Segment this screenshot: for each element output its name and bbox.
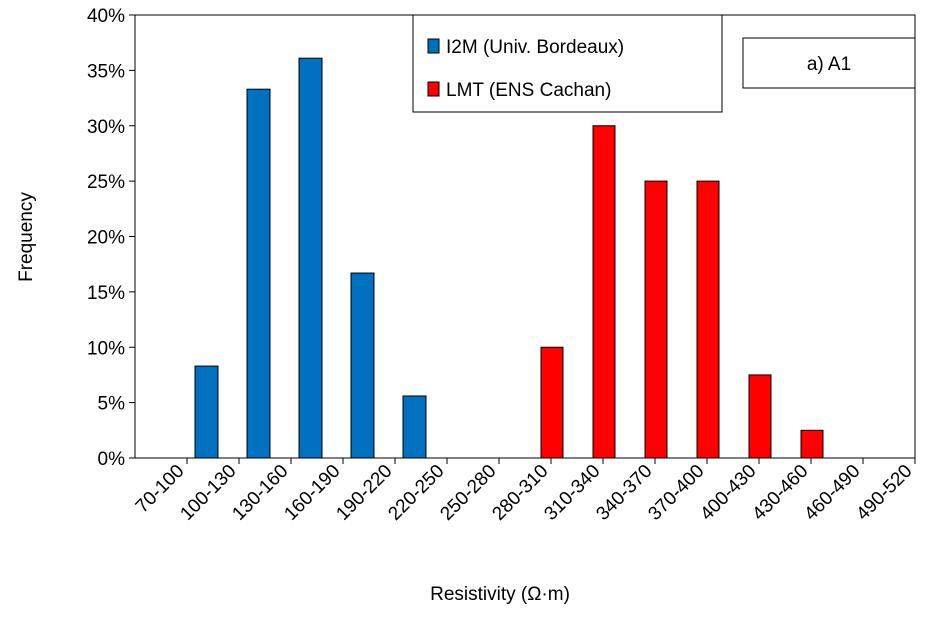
bar [402, 395, 427, 459]
y-axis-title: Frequency [16, 192, 37, 282]
bar [246, 88, 271, 459]
x-tick-label: 460-490 [800, 461, 864, 525]
bar [748, 374, 772, 459]
legend-label: LMT (ENS Cachan) [446, 80, 611, 101]
y-tick-label: 25% [87, 172, 125, 193]
y-tick-label: 5% [98, 394, 126, 415]
y-tick-label: 30% [87, 117, 125, 138]
x-tick-label: 190-220 [332, 461, 396, 525]
bar [350, 272, 375, 459]
bar [298, 57, 323, 459]
x-tick-label: 430-460 [748, 461, 812, 525]
bar [800, 429, 824, 459]
annotation-box [742, 37, 916, 89]
y-tick-label: 10% [87, 338, 125, 359]
legend-swatch [427, 38, 440, 54]
bar [592, 125, 616, 459]
y-tick-label: 0% [98, 449, 126, 470]
x-tick-label: 400-430 [696, 461, 760, 525]
legend-box [412, 14, 723, 113]
bar [540, 346, 564, 459]
y-tick-label: 35% [87, 61, 125, 82]
x-tick-label: 280-310 [488, 461, 552, 525]
x-tick-label: 130-160 [228, 461, 292, 525]
x-tick-label: 100-130 [176, 461, 240, 525]
bar [644, 180, 668, 459]
x-tick-label: 160-190 [280, 461, 344, 525]
x-tick-label: 370-400 [644, 461, 708, 525]
x-tick-label: 310-340 [540, 461, 604, 525]
x-tick-label: 490-520 [852, 461, 916, 525]
y-tick-label: 15% [87, 283, 125, 304]
annotation: a) A1 [807, 54, 851, 75]
legend-swatch [427, 81, 440, 97]
y-tick-label: 20% [87, 228, 125, 249]
x-tick-label: 220-250 [384, 461, 448, 525]
x-tick-label: 340-370 [592, 461, 656, 525]
bar [696, 180, 720, 459]
legend-label: I2M (Univ. Bordeaux) [446, 37, 624, 58]
x-axis-title: Resistivity (Ω·m) [430, 584, 570, 605]
y-tick-label: 40% [87, 6, 125, 27]
x-tick-label: 250-280 [436, 461, 500, 525]
bar [194, 365, 219, 459]
